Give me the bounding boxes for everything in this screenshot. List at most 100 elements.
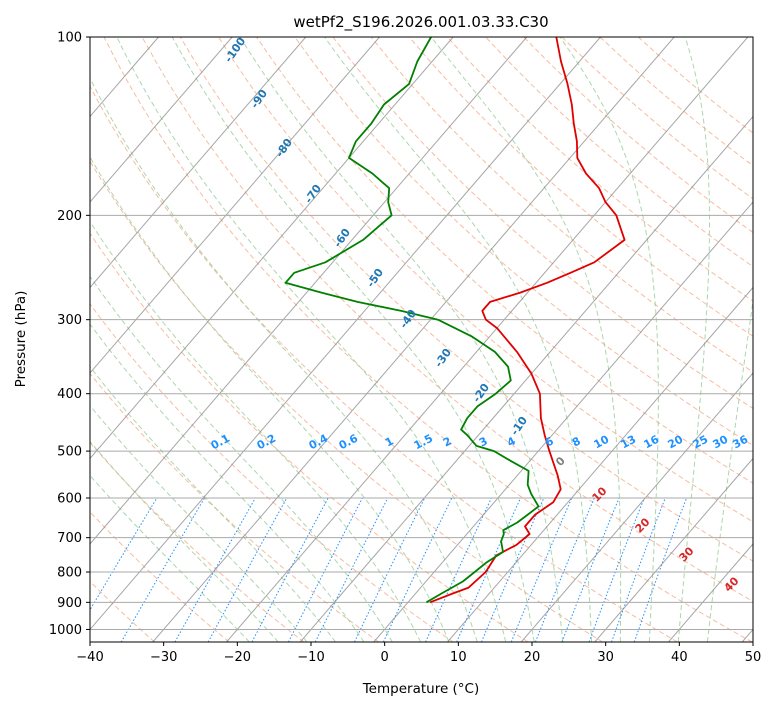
y-tick-label: 500 (57, 445, 82, 460)
isotherm-line (520, 372, 753, 642)
isotherm-line (90, 37, 380, 374)
mixing-ratio-line (535, 497, 595, 642)
isotherm-line (90, 37, 307, 289)
dry-adiabat-label: -90 (248, 87, 270, 111)
x-tick-label: 0 (381, 650, 389, 665)
isotherm-line (90, 37, 233, 203)
x-axis-label: Temperature (°C) (362, 681, 480, 697)
dewpoint-line (284, 37, 540, 604)
isotherm-line (90, 37, 528, 545)
mixing-ratio-label: 20 (666, 433, 686, 452)
dry-adiabat-line (637, 37, 753, 134)
isotherm-line (90, 37, 601, 631)
moist-adiabat-line (90, 404, 308, 642)
dry-adiabat-line (90, 441, 305, 642)
x-axis: −40 −30 −20 −10 0 10 20 30 40 50 (76, 642, 761, 665)
moist-adiabat-line (90, 220, 422, 642)
dry-adiabat-label: -100 (222, 35, 249, 65)
isotherm-line (447, 286, 753, 642)
mixing-ratio-line (287, 497, 363, 642)
moist-adiabat-line (90, 156, 450, 642)
moist-adiabat-line (90, 474, 250, 642)
isotherm-line (0, 37, 11, 642)
mixing-ratio-line (251, 497, 329, 642)
dry-adiabat-line (90, 160, 603, 642)
mixing-ratio-label: 13 (619, 433, 639, 452)
x-tick-label: 30 (597, 650, 614, 665)
moist-adiabat-line (559, 37, 659, 642)
isotherm-line (299, 115, 753, 642)
mixing-ratio-label: 0.6 (337, 432, 361, 453)
dry-adiabat-line (256, 37, 753, 484)
dry-adiabat-label: -70 (302, 182, 324, 206)
moist-adiabat-line (324, 37, 592, 642)
isotherm-line (226, 37, 749, 642)
dry-adiabat-line (90, 511, 230, 642)
mixing-ratio-label: 8 (570, 434, 583, 449)
dry-adiabat-line (103, 37, 753, 642)
mixing-ratio-label: 25 (691, 433, 711, 452)
background-lines (0, 37, 753, 642)
moist-adiabat-line (90, 323, 365, 642)
plot-frame (89, 36, 754, 643)
chart-title: wetPf2_S196.2026.001.03.33.C30 (293, 13, 548, 32)
mixing-ratio-line (90, 497, 158, 611)
moist-adiabat-line (90, 76, 478, 642)
series-lines (284, 37, 626, 604)
dry-adiabat-line (332, 37, 753, 409)
moist-adiabat-line (90, 275, 393, 642)
y-tick-label: 300 (57, 313, 82, 328)
y-axis-label: Pressure (hPa) (13, 291, 29, 388)
moist-adiabat-line (90, 366, 336, 642)
y-tick-label: 600 (57, 492, 82, 507)
moist-adiabat-line (116, 37, 507, 642)
mixing-ratio-label: 16 (642, 433, 662, 452)
mixing-ratio-label: 6 (543, 434, 556, 449)
mixing-ratio-label: 0.1 (209, 432, 232, 453)
mixing-ratio-line (120, 497, 205, 642)
moist-adiabat-line (707, 297, 753, 642)
mixing-ratio-line (481, 497, 545, 642)
dry-adiabat-line (485, 37, 753, 268)
y-tick-label: 700 (57, 531, 82, 546)
x-tick-label: −20 (224, 650, 251, 665)
moist-adiabat-line (239, 37, 564, 642)
mixing-ratio-line (561, 497, 620, 642)
x-tick-label: 20 (524, 650, 541, 665)
y-tick-label: 200 (57, 209, 82, 224)
dry-adiabat-line (141, 37, 753, 602)
mixing-ratio-line (354, 497, 426, 642)
mixing-ratio-label: 2 (441, 434, 454, 449)
x-tick-label: 40 (671, 650, 688, 665)
mixing-ratio-label: 10 (592, 433, 612, 452)
x-tick-label: 10 (450, 650, 467, 665)
dry-adiabat-line (90, 372, 379, 642)
moist-adiabat-label: 20 (633, 515, 653, 535)
dry-adiabat-line (0, 37, 5, 642)
grid-lines (0, 37, 753, 642)
dry-adiabat-line (408, 37, 753, 337)
mixing-ratio-line (314, 497, 389, 642)
dry-adiabat-line (179, 37, 753, 562)
moist-adiabat-label: 30 (677, 544, 697, 564)
isotherm-line (594, 457, 753, 642)
x-tick-label: −40 (76, 650, 103, 665)
y-tick-label: 400 (57, 387, 82, 402)
moist-adiabat-line (90, 440, 279, 642)
dry-adiabat-line (370, 37, 753, 373)
dry-adiabat-label: -30 (432, 346, 454, 370)
mixing-ratio-label: 30 (711, 433, 731, 452)
mixing-ratio-label: 36 (731, 433, 751, 452)
moist-adiabat-line (677, 37, 710, 642)
temperature-line (429, 37, 626, 604)
y-tick-label: 100 (57, 31, 82, 46)
dry-adiabat-line (90, 232, 529, 642)
isotherm-line (373, 201, 753, 642)
isotherm-line (90, 37, 454, 460)
mixing-ratio-line (382, 497, 453, 642)
x-tick-label: −10 (297, 650, 324, 665)
y-tick-label: 900 (57, 596, 82, 611)
dry-adiabat-line (0, 37, 80, 642)
isotherm-line (152, 37, 675, 642)
